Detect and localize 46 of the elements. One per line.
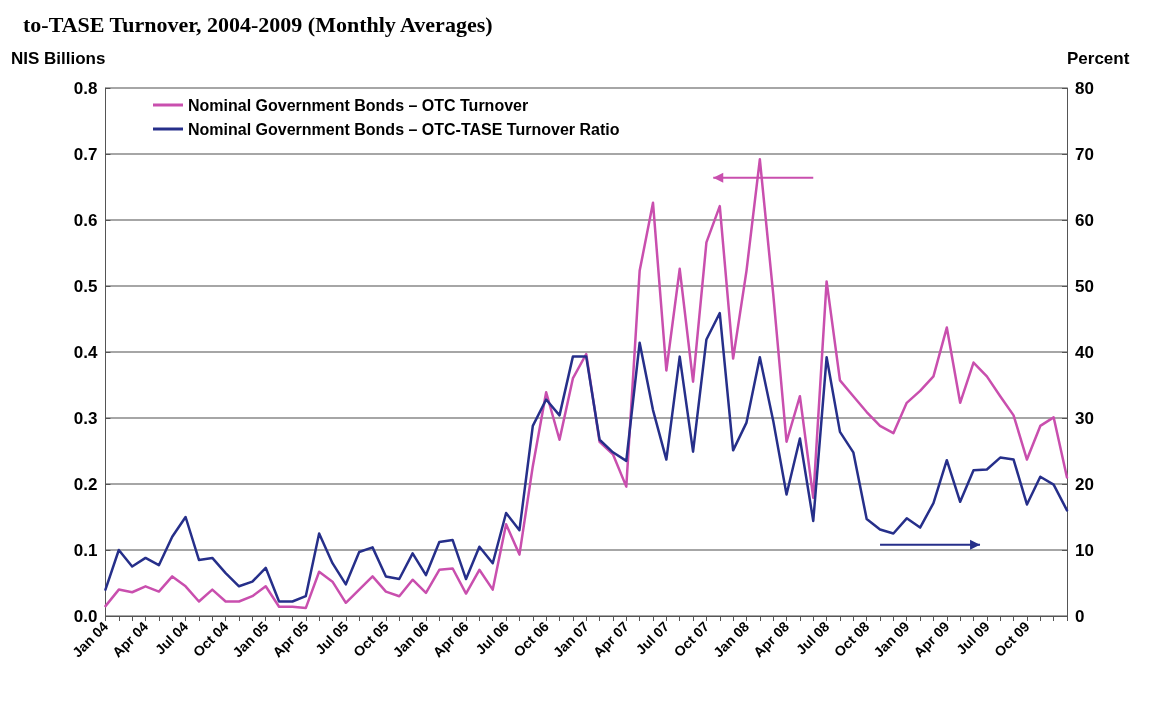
- y2-tick-label: 10: [1075, 540, 1094, 560]
- y2-tick-label: 80: [1075, 78, 1094, 98]
- y-axis-title: NIS Billions: [10, 49, 106, 68]
- y-tick-label: 0.6: [73, 210, 98, 230]
- x-tick-label: Jan 09: [870, 618, 913, 661]
- x-tick-label: Oct 08: [830, 618, 873, 660]
- x-tick-label: Apr 05: [269, 618, 312, 661]
- legend-label: Nominal Government Bonds – OTC-TASE Turnover Ratio: [188, 120, 620, 138]
- line-series: [104, 311, 1069, 603]
- x-tick-label: Oct 07: [670, 618, 713, 660]
- x-tick-label: Oct 05: [350, 618, 392, 660]
- y2-tick-label: 20: [1075, 474, 1094, 494]
- x-tick-label: Oct 06: [510, 618, 552, 660]
- y-tick-label: 0.1: [73, 540, 98, 560]
- x-tick-label: Apr 09: [910, 618, 953, 661]
- y-tick-label: 0.2: [73, 474, 98, 494]
- x-tick-label: Jan 05: [229, 618, 272, 661]
- x-tick-label: Jan 08: [710, 618, 753, 661]
- y2-axis-title: Percent: [1067, 49, 1130, 68]
- x-tick-label: Jul 07: [632, 618, 673, 658]
- y2-tick-label: 40: [1075, 342, 1094, 362]
- y2-tick-label: 50: [1075, 276, 1094, 296]
- x-tick-label: Jul 05: [312, 618, 352, 658]
- x-tick-label: Apr 06: [429, 618, 472, 661]
- x-tick-label: Jul 04: [151, 618, 192, 658]
- x-tick-label: Jul 09: [953, 618, 993, 658]
- legend-label: Nominal Government Bonds – OTC Turnover: [188, 96, 529, 114]
- y-tick-label: 0.3: [73, 408, 98, 428]
- y2-tick-label: 60: [1075, 210, 1094, 230]
- y-tick-label: 0.7: [73, 144, 98, 164]
- chart-title: to-TASE Turnover, 2004-2009 (Monthly Averages): [23, 11, 493, 37]
- x-tick-label: Jul 06: [472, 618, 512, 658]
- y-tick-label: 0.8: [73, 78, 98, 98]
- x-tick-label: Apr 04: [109, 618, 152, 661]
- y-tick-label: 0.4: [73, 342, 98, 362]
- y2-tick-label: 0: [1075, 606, 1085, 626]
- line-series: [104, 158, 1069, 610]
- x-tick-label: Oct 09: [991, 618, 1033, 660]
- x-tick-label: Oct 04: [189, 618, 232, 660]
- y2-tick-label: 70: [1075, 144, 1094, 164]
- x-tick-label: Jul 08: [792, 618, 833, 658]
- y-tick-label: 0.0: [73, 606, 98, 626]
- x-tick-label: Apr 08: [750, 618, 793, 661]
- y-tick-label: 0.5: [73, 276, 98, 296]
- x-tick-label: Jan 06: [389, 618, 432, 661]
- y2-tick-label: 30: [1075, 408, 1094, 428]
